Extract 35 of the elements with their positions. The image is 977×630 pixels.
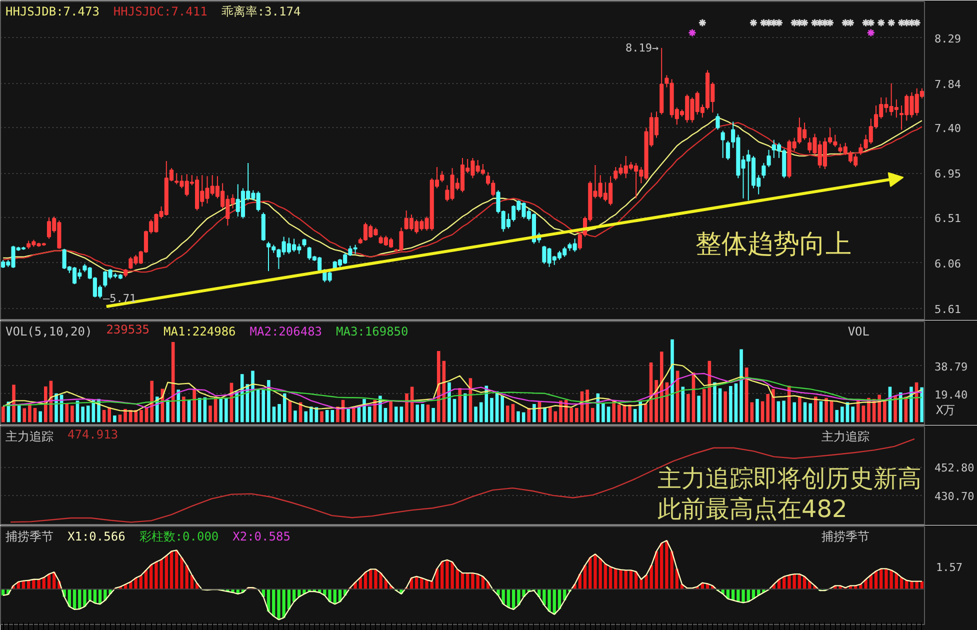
y-tick-label: 430.70: [934, 490, 974, 503]
annotation: 整体趋势向上: [695, 229, 852, 260]
text: 474.913: [68, 428, 118, 442]
annotation: 主力追踪: [822, 430, 870, 444]
text: HHJSJDC:7.411: [113, 4, 208, 18]
annotation: 乖离率:3.174: [221, 4, 301, 18]
annotation: X2:0.585: [232, 530, 290, 544]
annotation: VOL: [848, 324, 870, 338]
y-tick-label: 19.40: [934, 388, 968, 402]
y-tick-label: 5.61: [934, 302, 961, 316]
annotation: 主力追踪即将创历史新高: [657, 464, 922, 492]
y-tick-label: 8.29: [934, 32, 961, 46]
text: MA1:224986: [164, 324, 236, 338]
annotation: 8.19→: [625, 41, 659, 54]
y-tick-label: 7.84: [934, 78, 962, 91]
text: MA3:169850: [336, 324, 408, 338]
series-label: 彩柱数:0.000: [139, 530, 219, 544]
text: HHJSJDB:7.473: [6, 4, 100, 18]
chart-title: VOL(5,10,20): [6, 324, 92, 338]
y-axis-title: X万: [936, 403, 956, 417]
y-tick-label: 6.51: [934, 212, 961, 226]
y-tick-label: 7.40: [934, 122, 961, 136]
series-label: 239535: [106, 322, 150, 336]
text: X1:0.566: [68, 530, 126, 544]
y-tick-label: 6.06: [934, 257, 961, 270]
y-tick-label: 38.79: [934, 360, 968, 374]
annotation: —5.71: [103, 292, 136, 305]
annotation: 此前最高点在482: [657, 494, 848, 523]
annotation: 捕捞季节: [822, 530, 870, 544]
y-tick-label: 6.95: [934, 168, 961, 181]
chart-title: 捕捞季节: [6, 530, 54, 544]
text: 1.57: [936, 561, 962, 574]
text: MA2:206483: [250, 324, 322, 338]
chart-title: 主力追踪: [6, 430, 54, 444]
y-tick-label: 452.80: [934, 462, 974, 475]
